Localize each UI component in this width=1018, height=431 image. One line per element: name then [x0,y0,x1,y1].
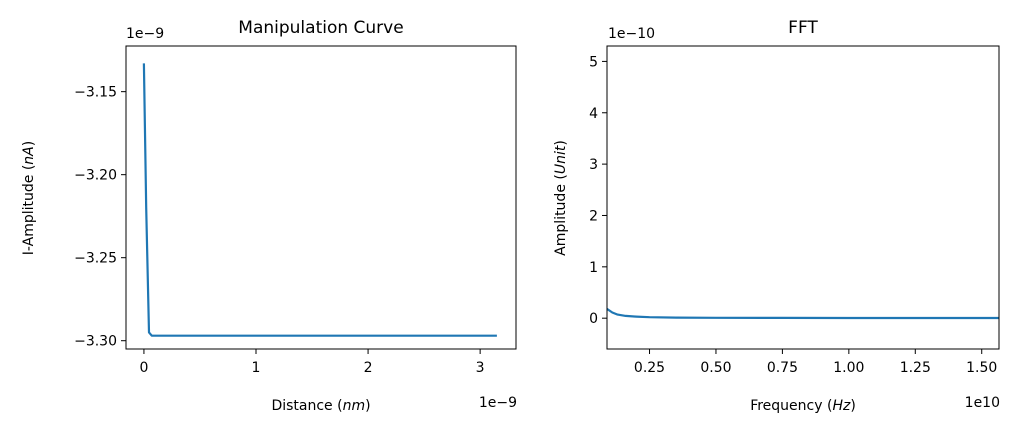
fft-chart: FFT 1e−10 1e10 0 1 2 3 4 5 0.25 0.50 0.75 1.00 1.… [553,18,1000,414]
y-offset-label: 1e−10 [608,26,655,42]
x-offset-label: 1e10 [965,395,1000,411]
y-label-unit: Unit [553,145,569,174]
y-axis-label: Amplitude (Unit) [553,140,569,256]
x-tick-label: 1.25 [900,360,931,376]
y-label-prefix: Amplitude ( [553,174,569,256]
y-tick-label: 1 [589,260,598,276]
x-axis-ticks: 0.25 0.50 0.75 1.00 1.25 1.50 [634,349,997,376]
x-tick-label: 2 [364,360,373,376]
x-label-suffix: ) [365,398,370,414]
x-tick-label: 0 [139,360,148,376]
plot-frame [606,45,1000,350]
y-tick-label: −3.15 [74,85,117,101]
y-tick-label: 0 [589,311,598,327]
x-axis-label: Frequency (Hz) [750,398,856,414]
y-tick-label: 2 [589,208,598,224]
series-layer [606,307,999,320]
y-tick-label: 3 [589,157,598,173]
x-offset-label: 1e−9 [479,395,517,411]
series-layer [142,63,497,337]
plot-frame [125,45,517,350]
x-tick-label: 1.00 [833,360,864,376]
y-tick-label: −3.20 [74,168,117,184]
x-label-prefix: Frequency ( [750,398,832,414]
x-tick-label: 3 [476,360,485,376]
y-axis-label: I-Amplitude (nA) [21,141,37,255]
y-tick-label: 4 [589,106,598,122]
x-tick-label: 1 [252,360,261,376]
y-axis-ticks: 0 1 2 3 4 5 [589,54,607,327]
x-label-prefix: Distance ( [271,398,342,414]
y-axis-ticks: −3.15 −3.20 −3.25 −3.30 [74,85,126,350]
x-tick-label: 0.50 [700,360,731,376]
chart-title: FFT [788,18,818,38]
y-label-unit: nA [21,146,37,164]
x-label-unit: Hz [832,398,851,414]
series-line [606,307,999,320]
manipulation-curve-chart: Manipulation Curve 1e−9 1e−9 −3.15−3.20−… [21,18,517,414]
y-label-suffix: ) [21,141,37,146]
series-line [142,63,497,337]
y-label-suffix: ) [553,140,569,145]
y-tick-label: 5 [589,54,598,70]
x-label-suffix: ) [850,398,855,414]
y-tick-label: −3.25 [74,251,117,267]
x-label-unit: nm [343,398,366,414]
x-tick-label: 1.50 [966,360,997,376]
x-axis-ticks: 0 1 2 3 [139,349,485,376]
x-axis-label: Distance (nm) [271,398,370,414]
chart-title: Manipulation Curve [238,18,403,38]
y-label-prefix: I-Amplitude ( [21,165,37,256]
x-tick-label: 0.25 [634,360,665,376]
y-offset-label: 1e−9 [126,26,164,42]
x-tick-label: 0.75 [767,360,798,376]
y-tick-label: −3.30 [74,334,117,350]
